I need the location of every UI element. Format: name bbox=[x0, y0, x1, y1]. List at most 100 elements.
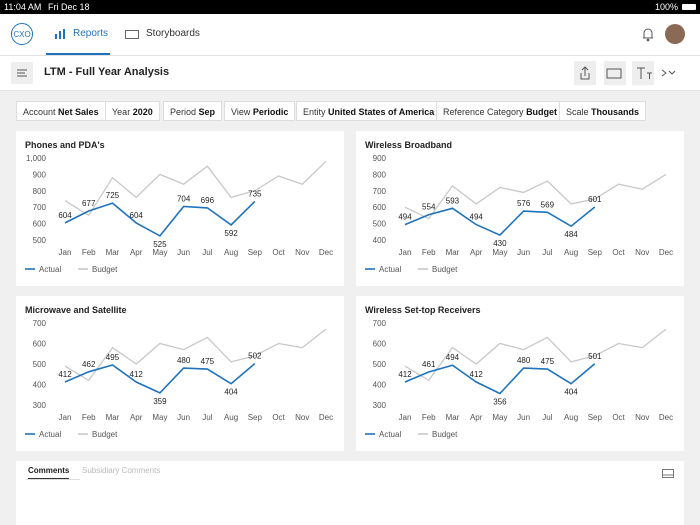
data-label: 569 bbox=[541, 200, 555, 209]
data-label: 430 bbox=[493, 239, 507, 248]
x-tick-label: Sep bbox=[248, 413, 263, 422]
series-line bbox=[64, 328, 327, 382]
filter-label: Year bbox=[112, 107, 131, 117]
data-label: 576 bbox=[517, 199, 531, 208]
data-label: 484 bbox=[564, 230, 578, 239]
filter-chip[interactable]: Account Net Sales bbox=[16, 101, 106, 121]
chart-title: Microwave and Satellite bbox=[25, 305, 127, 315]
data-label: 461 bbox=[422, 360, 436, 369]
filter-value: 2020 bbox=[132, 107, 153, 117]
filter-label: Scale bbox=[566, 107, 589, 117]
comments-tab[interactable]: Comments bbox=[28, 466, 70, 479]
date: Fri Dec 18 bbox=[48, 2, 90, 12]
chart: Wireless Set-top Receivers 300 400 500 600 70… bbox=[365, 305, 673, 439]
data-label: 502 bbox=[248, 352, 262, 361]
data-label: 412 bbox=[398, 370, 412, 379]
y-tick-label: 900 bbox=[33, 170, 47, 179]
x-tick-label: Mar bbox=[106, 248, 120, 257]
data-label: 480 bbox=[177, 356, 191, 365]
data-label: 480 bbox=[517, 356, 531, 365]
tab-label[interactable]: Storyboards bbox=[146, 28, 200, 39]
data-label: 412 bbox=[130, 370, 144, 379]
chart: Phones and PDA's 500 600 700 800 900 1,000 Jan F… bbox=[25, 140, 333, 274]
series-line bbox=[404, 173, 667, 220]
y-tick-label: 500 bbox=[373, 220, 387, 229]
x-tick-label: Feb bbox=[82, 413, 96, 422]
filter-label: View bbox=[231, 107, 251, 117]
comments-panel: Comments Subsidiary Comments bbox=[16, 461, 684, 525]
x-tick-label: Mar bbox=[446, 248, 460, 257]
x-tick-label: Nov bbox=[635, 248, 649, 257]
x-tick-label: Apr bbox=[130, 248, 143, 257]
legend-label: Actual bbox=[379, 430, 401, 439]
nav-bar: CXO Reports Storyboards bbox=[0, 14, 700, 56]
x-tick-label: Feb bbox=[82, 248, 96, 257]
filter-chip[interactable]: Period Sep bbox=[163, 101, 223, 121]
logo[interactable]: CXO bbox=[11, 23, 33, 45]
chart: Microwave and Satellite 300 400 500 600 700 Ja… bbox=[25, 305, 333, 439]
data-label: 554 bbox=[422, 203, 436, 212]
chart-card: Wireless Set-top Receivers 300 400 500 600 70… bbox=[356, 296, 684, 451]
y-tick-label: 700 bbox=[33, 203, 47, 212]
x-tick-label: Nov bbox=[635, 413, 649, 422]
x-tick-label: Dec bbox=[319, 248, 333, 257]
y-tick-label: 500 bbox=[373, 360, 387, 369]
tab-divider bbox=[26, 479, 80, 480]
y-tick-label: 500 bbox=[33, 236, 47, 245]
x-tick-label: Jul bbox=[542, 248, 552, 257]
filter-label: Account bbox=[23, 107, 56, 117]
chart-title: Wireless Set-top Receivers bbox=[365, 305, 480, 315]
x-tick-label: May bbox=[492, 413, 507, 422]
toolbar-icons[interactable] bbox=[574, 61, 686, 85]
y-tick-label: 300 bbox=[33, 401, 47, 410]
data-label: 592 bbox=[224, 229, 238, 238]
filter-value: Sep bbox=[198, 107, 216, 117]
x-tick-label: Aug bbox=[564, 248, 578, 257]
x-tick-label: May bbox=[152, 413, 167, 422]
x-tick-label: Sep bbox=[248, 248, 263, 257]
y-tick-label: 300 bbox=[373, 401, 387, 410]
x-tick-label: Feb bbox=[422, 248, 436, 257]
filter-value: Periodic bbox=[252, 107, 289, 117]
filter-chip[interactable]: Entity United States of America bbox=[296, 101, 442, 121]
data-label: 604 bbox=[130, 211, 144, 220]
data-label: 725 bbox=[106, 191, 120, 200]
reports-icon bbox=[55, 29, 65, 39]
x-tick-label: Sep bbox=[588, 413, 603, 422]
menu-button[interactable] bbox=[11, 62, 33, 84]
data-label: 462 bbox=[82, 360, 96, 369]
x-tick-label: Mar bbox=[106, 413, 120, 422]
x-tick-label: Dec bbox=[659, 413, 673, 422]
y-tick-label: 600 bbox=[373, 203, 387, 212]
x-tick-label: Dec bbox=[319, 413, 333, 422]
y-tick-label: 600 bbox=[373, 340, 387, 349]
series-line bbox=[404, 363, 596, 395]
filter-chip[interactable]: View Periodic bbox=[224, 101, 296, 121]
data-label: 495 bbox=[106, 353, 120, 362]
filter-value: Budget bbox=[526, 107, 558, 117]
filter-value: United States of America bbox=[328, 107, 435, 117]
filter-chip[interactable]: Scale Thousands bbox=[559, 101, 647, 121]
data-label: 494 bbox=[446, 353, 460, 362]
subsidiary-tab[interactable]: Subsidiary Comments bbox=[82, 466, 161, 475]
x-tick-label: May bbox=[152, 248, 167, 257]
legend-label: Actual bbox=[379, 265, 401, 274]
bell-icon[interactable] bbox=[641, 27, 655, 42]
data-label: 704 bbox=[177, 195, 191, 204]
battery-icon bbox=[682, 4, 696, 10]
expand-icon[interactable] bbox=[662, 469, 674, 478]
x-tick-label: Mar bbox=[446, 413, 460, 422]
avatar[interactable] bbox=[665, 24, 685, 44]
filter-value: Net Sales bbox=[58, 107, 99, 117]
filter-chip[interactable]: Reference Category Budget bbox=[436, 101, 565, 121]
filter-chip[interactable]: Year 2020 bbox=[105, 101, 160, 121]
tab-active[interactable]: Reports bbox=[46, 14, 110, 55]
data-label: 356 bbox=[493, 398, 507, 407]
report-title: LTM - Full Year Analysis bbox=[44, 66, 170, 78]
data-label: 601 bbox=[588, 195, 602, 204]
y-tick-label: 800 bbox=[373, 170, 387, 179]
filter-value: Thousands bbox=[591, 107, 640, 117]
status-bar: 11:04 AM Fri Dec 18 100% bbox=[0, 0, 700, 14]
series-line bbox=[404, 206, 596, 237]
y-tick-label: 800 bbox=[33, 187, 47, 196]
